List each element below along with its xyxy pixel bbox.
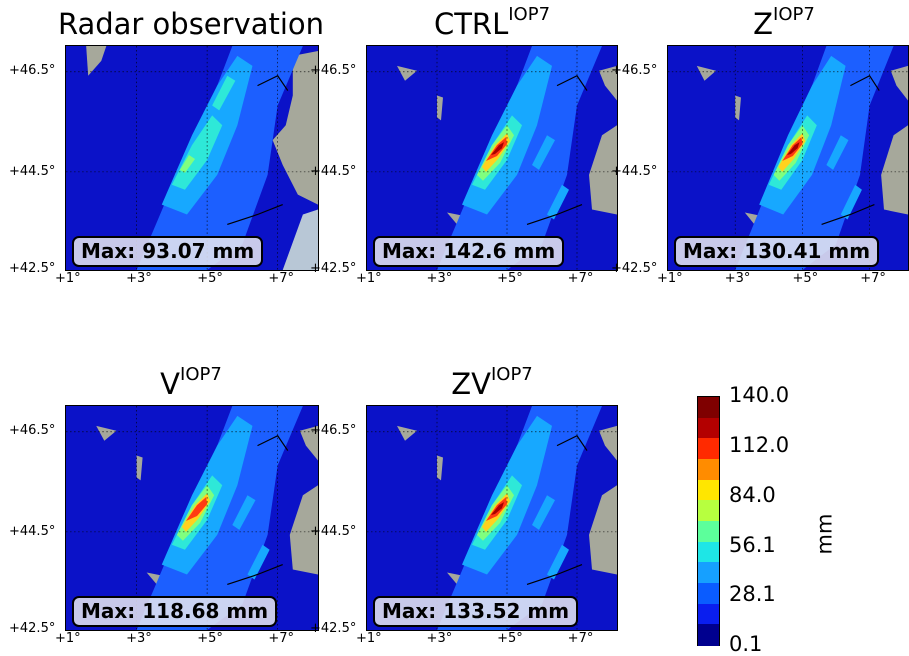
precip-map-z: Max: 130.41 mm xyxy=(667,45,909,271)
map-canvas xyxy=(668,46,908,270)
precip-map-zv: Max: 133.52 mm xyxy=(366,405,618,631)
panel-title-text: Z xyxy=(753,7,774,41)
lon-tick-label: +5° xyxy=(497,271,523,286)
colorbar-segment xyxy=(698,521,719,543)
max-precip-label: Max: 130.41 mm xyxy=(674,236,880,267)
lat-tick-label: +44.5° xyxy=(9,164,56,179)
colorbar-segment xyxy=(698,459,719,481)
lat-tick-label: +42.5° xyxy=(9,261,56,276)
lat-tick-label: +46.5° xyxy=(9,423,56,438)
panel-title-ctrl: CTRLIOP7 xyxy=(433,6,550,41)
lon-tick-label: +7° xyxy=(268,271,295,286)
lat-tick-label: +46.5° xyxy=(611,63,658,78)
map-canvas xyxy=(367,46,617,270)
lat-tick-label: +44.5° xyxy=(310,524,357,539)
panel-title-v: VIOP7 xyxy=(160,366,222,401)
panel-title-superscript: IOP7 xyxy=(180,364,222,385)
colorbar-label-112: 112.0 xyxy=(729,433,790,457)
lon-tick-label: +1° xyxy=(356,271,382,286)
max-precip-label: Max: 93.07 mm xyxy=(72,236,264,267)
lat-tick-label: +42.5° xyxy=(611,261,658,276)
panel-title-superscript: IOP7 xyxy=(490,364,533,385)
panel-title-superscript: IOP7 xyxy=(508,4,551,25)
lon-tick-label: +3° xyxy=(724,271,751,286)
lon-tick-label: +7° xyxy=(567,631,594,646)
lon-tick-label: +5° xyxy=(197,271,223,286)
colorbar-label-140: 140.0 xyxy=(729,383,790,407)
panel-title-radar: Radar observation xyxy=(58,10,324,39)
panel-title-text: CTRL xyxy=(433,7,509,41)
lat-tick-label: +44.5° xyxy=(310,164,357,179)
panel-title-superscript: IOP7 xyxy=(773,4,815,25)
max-precip-label: Max: 142.6 mm xyxy=(373,236,565,267)
colorbar xyxy=(697,396,720,646)
lon-tick-label: +1° xyxy=(55,271,81,286)
lon-tick-label: +1° xyxy=(657,271,683,286)
panel-title-text: ZV xyxy=(451,367,491,401)
colorbar-segment xyxy=(698,562,719,584)
lon-tick-label: +5° xyxy=(197,631,223,646)
colorbar-segment xyxy=(698,417,719,440)
panel-title-text: V xyxy=(160,367,181,401)
colorbar-label-56: 56.1 xyxy=(729,533,776,557)
max-precip-label: Max: 133.52 mm xyxy=(373,596,579,627)
precip-map-radar: Max: 93.07 mm xyxy=(65,45,319,271)
colorbar-segment xyxy=(698,438,719,460)
lat-tick-label: +44.5° xyxy=(611,164,658,179)
lat-tick-label: +46.5° xyxy=(310,423,357,438)
colorbar-label-28: 28.1 xyxy=(729,582,776,606)
lon-tick-label: +3° xyxy=(126,631,152,646)
precip-map-v: Max: 118.68 mm xyxy=(65,405,319,631)
lon-tick-label: +3° xyxy=(426,631,453,646)
lon-tick-label: +7° xyxy=(860,271,886,286)
lat-tick-label: +44.5° xyxy=(9,524,56,539)
colorbar-segment xyxy=(698,397,719,419)
lon-tick-label: +5° xyxy=(497,631,523,646)
colorbar-label-0: 0.1 xyxy=(729,632,763,656)
lon-tick-label: +7° xyxy=(268,631,295,646)
map-canvas xyxy=(66,406,318,630)
colorbar-label-84: 84.0 xyxy=(729,483,776,507)
panel-title-z: ZIOP7 xyxy=(753,6,815,41)
colorbar-segment xyxy=(698,624,719,646)
colorbar-segment xyxy=(698,479,719,502)
panel-title-text: Radar observation xyxy=(57,7,325,41)
lat-tick-label: +46.5° xyxy=(9,63,56,78)
lat-tick-label: +46.5° xyxy=(310,63,357,78)
precip-map-ctrl: Max: 142.6 mm xyxy=(366,45,618,271)
max-precip-label: Max: 118.68 mm xyxy=(72,596,278,627)
lat-tick-label: +42.5° xyxy=(310,621,357,636)
lat-tick-label: +42.5° xyxy=(9,621,56,636)
colorbar-unit: mm xyxy=(812,513,837,555)
lat-tick-label: +42.5° xyxy=(310,261,357,276)
colorbar-segment xyxy=(698,500,719,522)
lon-tick-label: +3° xyxy=(426,271,453,286)
colorbar-segment xyxy=(698,541,719,564)
lon-tick-label: +3° xyxy=(126,271,152,286)
lon-tick-label: +5° xyxy=(792,271,819,286)
lon-tick-label: +1° xyxy=(55,631,81,646)
panel-title-zv: ZVIOP7 xyxy=(451,366,533,401)
map-canvas xyxy=(66,46,318,270)
lon-tick-label: +7° xyxy=(567,271,594,286)
lon-tick-label: +1° xyxy=(356,631,382,646)
colorbar-segment xyxy=(698,583,719,605)
colorbar-segment xyxy=(698,603,719,626)
